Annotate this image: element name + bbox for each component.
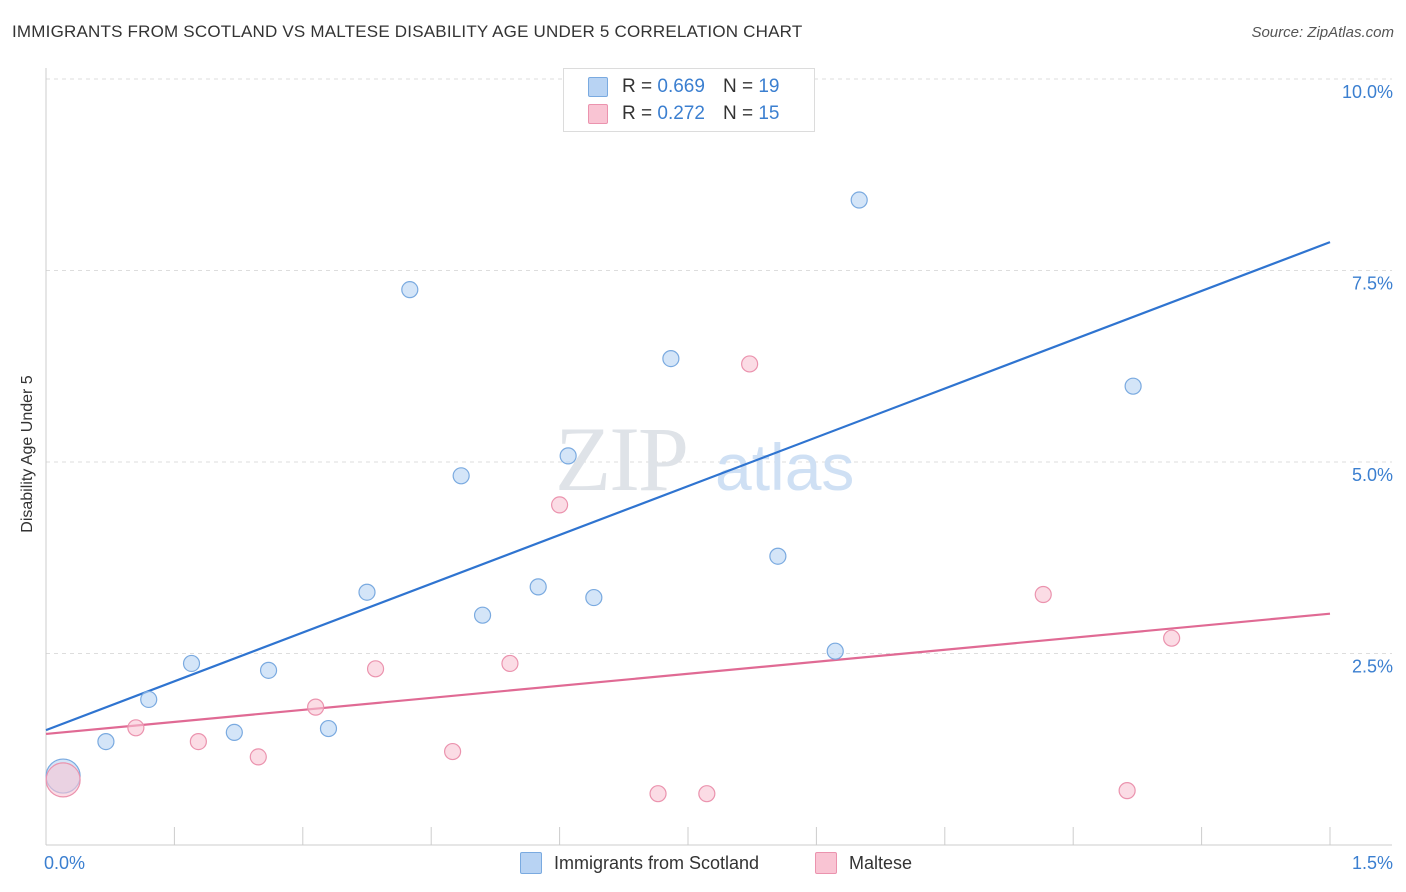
scotland-point	[97, 732, 115, 751]
scotland-point	[225, 723, 243, 741]
legend-item-scotland[interactable]: Immigrants from Scotland	[520, 852, 759, 874]
maltese-point	[741, 355, 759, 373]
maltese-point	[550, 496, 569, 514]
maltese-point	[649, 785, 667, 803]
maltese-point	[1163, 629, 1181, 647]
tick-labels: 2.5% 5.0% 7.5% 10.0% 0.0% 1.5%	[44, 82, 1393, 873]
scotland-point	[319, 719, 338, 738]
series-legend: Immigrants from Scotland Maltese	[0, 852, 1406, 878]
watermark-zip: ZIP	[555, 408, 687, 510]
scotland-point	[826, 642, 844, 660]
scotland-point	[358, 583, 376, 601]
scotland-point	[452, 467, 470, 485]
points-layer	[45, 191, 1181, 803]
maltese-point	[307, 698, 325, 716]
legend-label-scotland: Immigrants from Scotland	[554, 852, 760, 873]
y-tick-label: 10.0%	[1342, 82, 1393, 102]
axis-layer	[45, 68, 1392, 846]
scotland-point	[585, 588, 603, 607]
x-tick-label: 0.0%	[44, 853, 85, 873]
legend-label-maltese: Maltese	[849, 852, 913, 873]
maltese-trendline	[45, 612, 1331, 736]
legend-swatch-scotland	[520, 852, 542, 874]
chart-title: IMMIGRANTS FROM SCOTLAND VS MALTESE DISA…	[12, 22, 803, 41]
maltese-point	[1118, 782, 1136, 800]
maltese-point	[366, 660, 385, 678]
x-tick-label: 1.5%	[1352, 853, 1393, 873]
watermark: ZIP atlas	[555, 408, 854, 510]
maltese-point	[249, 748, 267, 766]
scotland-point	[182, 654, 201, 673]
y-tick-label: 7.5%	[1352, 274, 1393, 294]
scotland-point	[259, 661, 278, 679]
maltese-point	[444, 742, 462, 761]
n-value-maltese: 15	[758, 103, 780, 124]
r-label: R =	[622, 103, 653, 124]
scotland-trendline	[45, 241, 1331, 732]
maltese-point	[501, 654, 519, 673]
y-tick-label: 2.5%	[1352, 657, 1393, 677]
legend-swatch-pink	[588, 104, 608, 124]
legend-row-maltese: R = 0.272 N = 15	[588, 102, 779, 126]
trend-layer	[45, 241, 1331, 736]
scotland-point	[401, 281, 419, 299]
legend-swatch-blue	[588, 77, 608, 97]
r-label: R =	[622, 76, 653, 97]
n-label: N =	[722, 103, 754, 124]
scotland-point	[769, 547, 787, 565]
scotland-point	[140, 690, 158, 709]
grid-layer	[46, 78, 1392, 654]
scotland-point	[850, 191, 868, 209]
scotland-point	[473, 606, 492, 624]
legend-swatch-maltese	[815, 852, 837, 874]
maltese-point	[698, 785, 716, 803]
maltese-point	[45, 762, 81, 798]
scotland-point	[1124, 377, 1142, 395]
y-tick-label: 5.0%	[1352, 465, 1393, 485]
source-credit: Source: ZipAtlas.com	[1251, 24, 1394, 41]
n-label: N =	[722, 76, 754, 97]
legend-row-scotland: R = 0.669 N = 19	[588, 75, 779, 99]
r-value-scotland: 0.669	[657, 76, 705, 97]
scotland-point	[529, 578, 547, 596]
maltese-point	[127, 719, 145, 737]
correlation-legend: R = 0.669 N = 19 R = 0.272 N = 15	[563, 68, 815, 132]
maltese-point	[189, 732, 207, 751]
n-value-scotland: 19	[758, 76, 780, 97]
maltese-point	[1034, 585, 1052, 604]
scotland-point	[662, 349, 680, 368]
r-value-maltese: 0.272	[657, 103, 705, 124]
legend-item-maltese[interactable]: Maltese	[815, 852, 912, 874]
scotland-point	[559, 447, 577, 465]
